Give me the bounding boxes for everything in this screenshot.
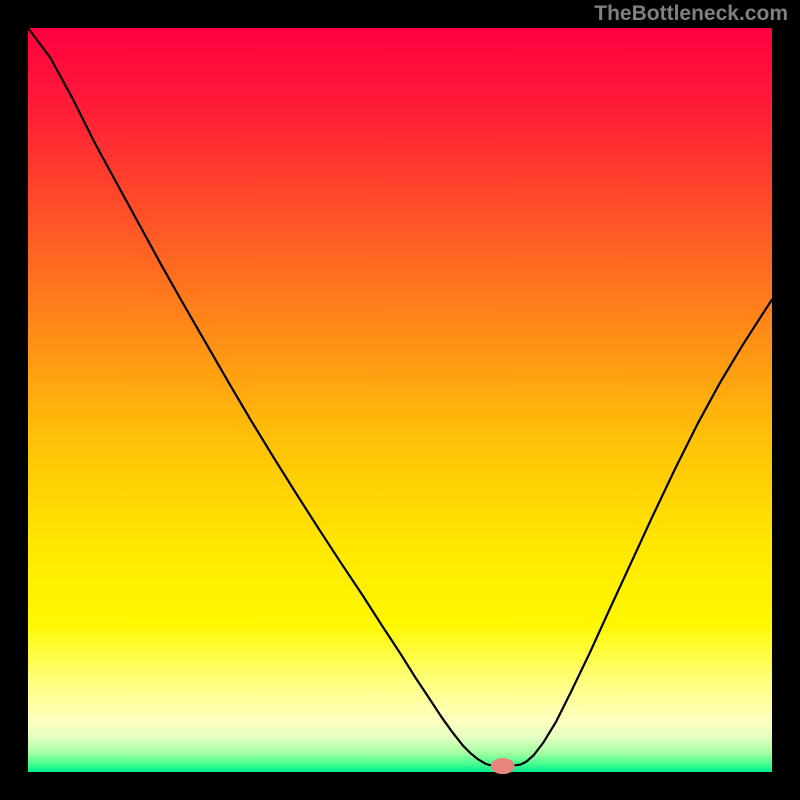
optimal-point-marker <box>491 758 515 774</box>
chart-plot-area <box>28 28 772 772</box>
chart-container: TheBottleneck.com <box>0 0 800 800</box>
bottleneck-chart <box>0 0 800 800</box>
